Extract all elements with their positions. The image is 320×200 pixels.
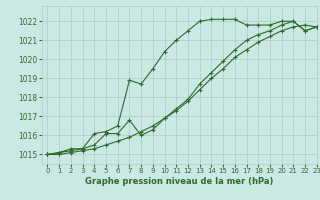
X-axis label: Graphe pression niveau de la mer (hPa): Graphe pression niveau de la mer (hPa) bbox=[85, 177, 273, 186]
